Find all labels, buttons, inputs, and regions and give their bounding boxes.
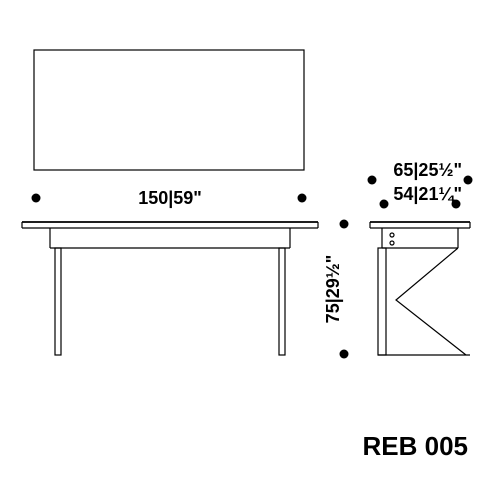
dim-width: 150|59" (32, 188, 307, 208)
front-view (22, 222, 318, 355)
top-view-outline (34, 50, 304, 170)
drawing-canvas: 150|59" 75|29½" 65|25½" 54|21¼" REB 005 (0, 0, 500, 500)
dim-depth-label: 65|25½" (393, 160, 462, 180)
dim-height-label: 75|29½" (323, 255, 343, 324)
dim-inner: 54|21¼" (380, 184, 463, 209)
side-view (370, 222, 470, 355)
dim-inner-label: 54|21¼" (393, 184, 462, 204)
dim-height: 75|29½" (323, 220, 349, 359)
dim-depth: 65|25½" (368, 160, 473, 185)
model-label: REB 005 (363, 431, 469, 461)
dim-width-label: 150|59" (138, 188, 202, 208)
